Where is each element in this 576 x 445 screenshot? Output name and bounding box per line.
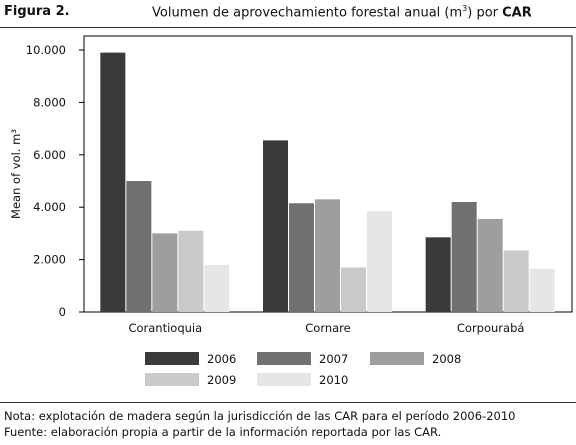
figure-title-mid: ) por	[467, 5, 503, 21]
legend-label: 2009	[207, 373, 236, 387]
bar	[451, 201, 477, 312]
y-tick-label: 6.000	[33, 148, 66, 162]
figure-title-bold: CAR	[502, 5, 532, 21]
figure-label: Figura 2.	[4, 4, 70, 19]
bar	[425, 237, 451, 312]
bar-chart: 0 2.000 4.000 6.000 8.000 10.000 Mean of vol. …	[9, 35, 573, 387]
figure-source: Fuente: elaboración propia a partir de l…	[4, 425, 442, 439]
bar	[503, 250, 529, 312]
y-tick-label: 10.000	[26, 43, 66, 57]
legend-swatch	[145, 373, 199, 386]
bar	[529, 268, 555, 312]
bar	[367, 211, 392, 312]
bar	[204, 264, 230, 312]
x-tick-label: Cornare	[305, 321, 350, 335]
figure-note: Nota: explotación de madera según la jur…	[4, 409, 516, 423]
x-tick-label: Corpourabá	[457, 321, 525, 335]
bar	[100, 52, 126, 313]
bar	[178, 230, 204, 312]
y-tick-label: 2.000	[33, 253, 66, 267]
legend-swatch	[257, 352, 311, 365]
figure-title-superscript: 3	[462, 4, 468, 13]
legend-swatch	[257, 373, 311, 386]
bar	[477, 218, 503, 312]
top-rule	[0, 27, 576, 28]
bar	[289, 203, 314, 312]
legend-swatch	[145, 352, 199, 365]
legend-label: 2008	[432, 352, 461, 366]
bottom-rule	[0, 402, 576, 403]
bar	[341, 267, 366, 312]
y-axis-label: Mean of vol. m³	[9, 129, 23, 219]
legend-label: 2006	[207, 352, 236, 366]
x-tick-label: Corantioquia	[128, 321, 202, 335]
legend-label: 2007	[319, 352, 348, 366]
bar	[126, 181, 152, 312]
figure-title-main: Volumen de aprovechamiento forestal anua…	[152, 5, 463, 21]
figure-title: Volumen de aprovechamiento forestal anua…	[152, 4, 532, 20]
figure-header: Figura 2. Volumen de aprovechamiento for…	[0, 0, 576, 30]
bar	[315, 199, 340, 312]
y-tick-label: 0	[59, 305, 66, 319]
legend-label: 2010	[319, 373, 348, 387]
bar	[152, 233, 178, 312]
legend-swatch	[370, 352, 424, 365]
y-tick-label: 8.000	[33, 95, 66, 109]
y-tick-label: 4.000	[33, 200, 66, 214]
bar	[263, 140, 288, 312]
